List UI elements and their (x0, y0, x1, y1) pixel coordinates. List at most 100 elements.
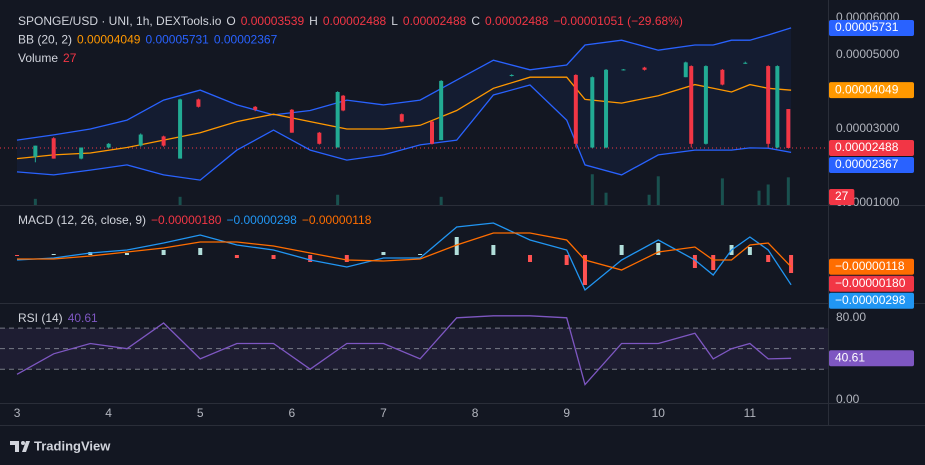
price-badge-label: 0.00002488 (835, 140, 899, 154)
legend-item: −0.00000180 (151, 213, 222, 227)
candle-body (79, 147, 84, 159)
candle-body (161, 136, 166, 146)
y-tick-label: 0.00005000 (836, 47, 900, 61)
histogram-bar (234, 255, 239, 258)
price-badge-label: 0.00005731 (835, 20, 899, 34)
legend-item: 0.00002367 (214, 33, 278, 47)
candle-body (178, 99, 183, 159)
x-tick-label: 11 (744, 406, 757, 420)
histogram-bar (564, 255, 569, 265)
price-badge-label: −0.00000180 (835, 276, 906, 290)
candle-body (138, 134, 143, 146)
price-badge (829, 189, 855, 205)
candle-body (573, 74, 578, 144)
legend-item: 40.61 (68, 311, 98, 325)
candle-body (743, 62, 748, 64)
legend-item: L (391, 14, 398, 28)
histogram-bar (692, 255, 697, 268)
series-line (16, 84, 792, 181)
price-badge-label: 0.00002367 (835, 157, 899, 171)
series-line (16, 222, 792, 292)
histogram-bar (198, 248, 203, 255)
price-badge-label: 40.61 (835, 350, 865, 364)
histogram-bar (271, 255, 276, 259)
candle-body (51, 138, 56, 159)
histogram-bar (528, 255, 533, 262)
x-tick-label: 6 (289, 406, 296, 420)
x-tick-label: 3 (14, 406, 21, 420)
candle-body (689, 66, 694, 144)
legend-item: 0.00005731 (145, 33, 209, 47)
candle-body (430, 121, 434, 144)
price-badge (829, 275, 914, 292)
candle-body (439, 80, 444, 141)
legend-item: 27 (63, 51, 77, 65)
candle-body (766, 66, 771, 144)
legend-item: 0.00002488 (485, 14, 549, 28)
volume-bar (590, 174, 594, 205)
volume-bar (766, 184, 770, 205)
price-badge (829, 19, 914, 36)
legend-item: BB (20, 2) (18, 33, 72, 47)
series-line (17, 232, 792, 271)
candle-body (509, 74, 514, 76)
histogram-bar (381, 252, 386, 255)
x-tick-label: 9 (563, 406, 570, 420)
candle-body (683, 62, 688, 78)
legend-item: SPONGE/USD · UNI, 1h, DEXTools.io (18, 14, 222, 28)
candle-body (317, 132, 322, 144)
volume-bar (786, 177, 790, 205)
legend-item: MACD (12, 26, close, 9) (18, 213, 146, 227)
histogram-bar (15, 255, 20, 256)
histogram-bar (711, 255, 716, 270)
volume-bar (336, 194, 340, 205)
y-tick-label: 0.00 (836, 392, 860, 406)
price-badge (829, 156, 914, 173)
price-badge-label: 27 (835, 189, 849, 203)
volume-bar (720, 178, 724, 205)
candle-body (253, 106, 258, 110)
candle-body (33, 145, 38, 157)
histogram-bar (344, 255, 349, 262)
price-badge (829, 82, 914, 99)
price-badge (829, 139, 914, 156)
legend-item: 0.00002488 (403, 14, 467, 28)
price-badge-label: 0.00004049 (835, 82, 899, 96)
series-line (16, 27, 792, 141)
candle-body (703, 66, 708, 144)
y-tick-label: 0.00003000 (836, 121, 900, 135)
volume-bar (178, 196, 182, 205)
histogram-bar (308, 255, 313, 262)
x-tick-label: 4 (105, 406, 112, 420)
candle-body (604, 69, 609, 148)
candle-body (775, 66, 780, 148)
volume-bar (439, 196, 443, 205)
legend-item: RSI (14) (18, 311, 63, 325)
histogram-bar (124, 253, 129, 255)
x-tick-label: 7 (380, 406, 387, 420)
y-tick-label: 80.00 (836, 310, 866, 324)
candle-body (106, 143, 111, 148)
histogram-bar (491, 245, 496, 255)
legend-item: −0.00000298 (226, 213, 297, 227)
legend-item: 0.00004049 (77, 33, 141, 47)
price-badge-label: −0.00000118 (835, 259, 905, 273)
legend-item: −0.00001051 (−29.68%) (553, 14, 682, 28)
volume-bar (647, 194, 651, 205)
price-badge (829, 292, 914, 309)
band-fill (17, 27, 792, 181)
volume-bar (757, 190, 761, 205)
x-tick-label: 5 (197, 406, 204, 420)
volume-bar (33, 198, 37, 205)
legend-item: −0.00000118 (302, 213, 372, 227)
candle-body (289, 109, 294, 133)
candle-body (196, 99, 201, 107)
x-tick-label: 10 (652, 406, 666, 420)
price-badge-label: −0.00000298 (835, 293, 906, 307)
candle-body (590, 77, 595, 148)
candle-body (341, 95, 346, 111)
histogram-bar (582, 255, 587, 285)
volume-bar (656, 176, 660, 205)
x-tick-label: 8 (472, 406, 479, 420)
price-badge (829, 258, 914, 275)
